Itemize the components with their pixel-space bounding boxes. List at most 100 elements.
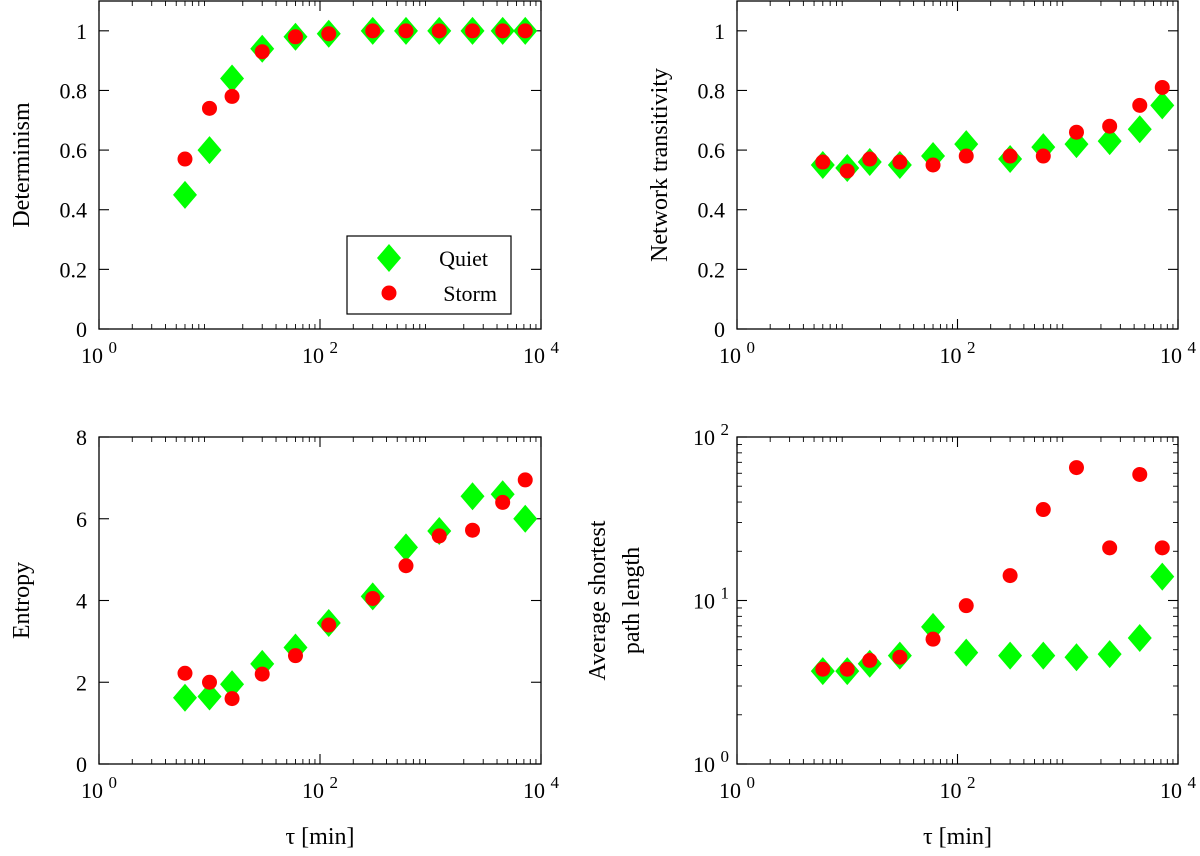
panel-entropy: 10 0 10 2 10 4 0 2 4 6 8 Entropy τ [min] <box>9 425 560 850</box>
y-axis-label: Network transitivity <box>647 68 673 262</box>
legend-storm-marker <box>381 285 397 301</box>
storm-point <box>1132 97 1148 113</box>
storm-point <box>839 163 855 179</box>
storm-point <box>465 522 481 538</box>
storm-point <box>1035 502 1051 518</box>
y-axis-label: Entropy <box>9 562 35 639</box>
y-tick-label: 10 1 <box>693 584 729 614</box>
quiet-point <box>1064 130 1089 159</box>
quiet-point <box>1150 91 1175 120</box>
storm-point <box>1102 118 1118 134</box>
x-axis-label: τ [min] <box>286 824 355 850</box>
storm-point <box>1068 124 1084 140</box>
y-tick-label: 0.4 <box>698 198 726 223</box>
storm-point <box>815 661 831 677</box>
panel-transitivity: 10 0 10 2 10 4 0 0.2 0.4 0.6 0.8 1 Network transi… <box>647 0 1197 368</box>
storm-point <box>1002 148 1018 164</box>
legend-quiet-marker <box>377 244 401 272</box>
quiet-point <box>513 504 538 533</box>
storm-point <box>1035 148 1051 164</box>
y-tick-label: 2 <box>76 670 87 695</box>
storm-point <box>465 23 481 39</box>
plot-frame <box>736 436 1179 765</box>
y-axis-label: Determinism <box>9 102 35 228</box>
x-tick-label: 10 2 <box>940 338 976 368</box>
y-tick-label: 4 <box>76 589 87 614</box>
quiet-point <box>921 612 946 641</box>
storm-point <box>495 23 511 39</box>
storm-point <box>398 558 414 574</box>
storm-point <box>958 148 974 164</box>
quiet-point <box>393 533 418 562</box>
quiet-point <box>460 482 485 511</box>
storm-point <box>177 151 193 167</box>
y-tick-label: 8 <box>76 425 87 450</box>
y-tick-label: 0.6 <box>60 138 88 163</box>
quiet-point <box>197 682 222 711</box>
plot-frame <box>736 0 1179 330</box>
y-tick-label: 0.2 <box>698 257 726 282</box>
quiet-point <box>1150 562 1175 591</box>
y-tick-label: 0.8 <box>60 78 88 103</box>
storm-point <box>1002 568 1018 584</box>
storm-point <box>892 649 908 665</box>
storm-point <box>1154 79 1170 95</box>
storm-point <box>254 44 270 60</box>
y-tick-label: 1 <box>714 19 725 44</box>
x-tick-label: 10 4 <box>523 338 560 368</box>
y-axis-label: Average shortest <box>585 520 611 680</box>
storm-point <box>224 691 240 707</box>
storm-point <box>431 23 447 39</box>
storm-point <box>517 472 533 488</box>
legend: Quiet Storm <box>346 235 512 315</box>
storm-point <box>398 23 414 39</box>
panel-determinism: 10 0 10 2 10 4 0 0.2 0.4 0.6 0.8 1 Determinism Qui… <box>9 0 560 368</box>
y-axis-label: path length <box>619 547 645 654</box>
quiet-point <box>1064 643 1089 672</box>
x-tick-label: 10 0 <box>719 773 755 803</box>
y-tick-label: 10 0 <box>693 747 729 777</box>
x-tick-label: 10 2 <box>940 773 976 803</box>
quiet-point <box>954 130 979 159</box>
storm-point <box>224 88 240 104</box>
quiet-point <box>220 670 245 699</box>
legend-box <box>346 235 512 315</box>
x-tick-label: 10 0 <box>81 773 117 803</box>
storm-point <box>925 631 941 647</box>
panel-path-length: 10 0 10 2 10 4 10 0 10 1 10 2 Average shortest… <box>585 420 1197 850</box>
storm-point <box>1154 540 1170 556</box>
quiet-point <box>172 180 197 209</box>
storm-point <box>202 674 217 690</box>
storm-point <box>862 151 878 167</box>
storm-point <box>1102 540 1118 556</box>
storm-point <box>365 23 381 39</box>
y-tick-label: 0 <box>76 752 87 777</box>
y-tick-label: 0.6 <box>698 138 726 163</box>
storm-point <box>365 590 381 606</box>
storm-point <box>815 154 831 170</box>
quiet-point <box>1031 641 1056 670</box>
y-tick-label: 0.8 <box>698 78 726 103</box>
quiet-point <box>197 136 222 165</box>
y-tick-label: 0 <box>714 317 725 342</box>
storm-point <box>321 617 337 633</box>
storm-point <box>254 666 270 682</box>
quiet-point <box>998 641 1023 670</box>
storm-point <box>202 100 217 116</box>
quiet-point <box>1097 127 1122 156</box>
quiet-point <box>172 683 197 712</box>
storm-point <box>958 598 974 614</box>
x-tick-label: 10 4 <box>523 773 560 803</box>
storm-point <box>287 648 303 664</box>
x-axis-label: τ [min] <box>923 824 992 850</box>
y-tick-label: 0 <box>76 317 87 342</box>
y-tick-label: 1 <box>76 19 87 44</box>
storm-point <box>862 652 878 668</box>
y-tick-label: 0.4 <box>60 198 88 223</box>
x-tick-label: 10 2 <box>302 338 338 368</box>
storm-point <box>431 528 447 544</box>
legend-storm-label: Storm <box>443 281 497 306</box>
y-tick-label: 10 2 <box>693 420 729 450</box>
storm-point <box>495 494 511 510</box>
